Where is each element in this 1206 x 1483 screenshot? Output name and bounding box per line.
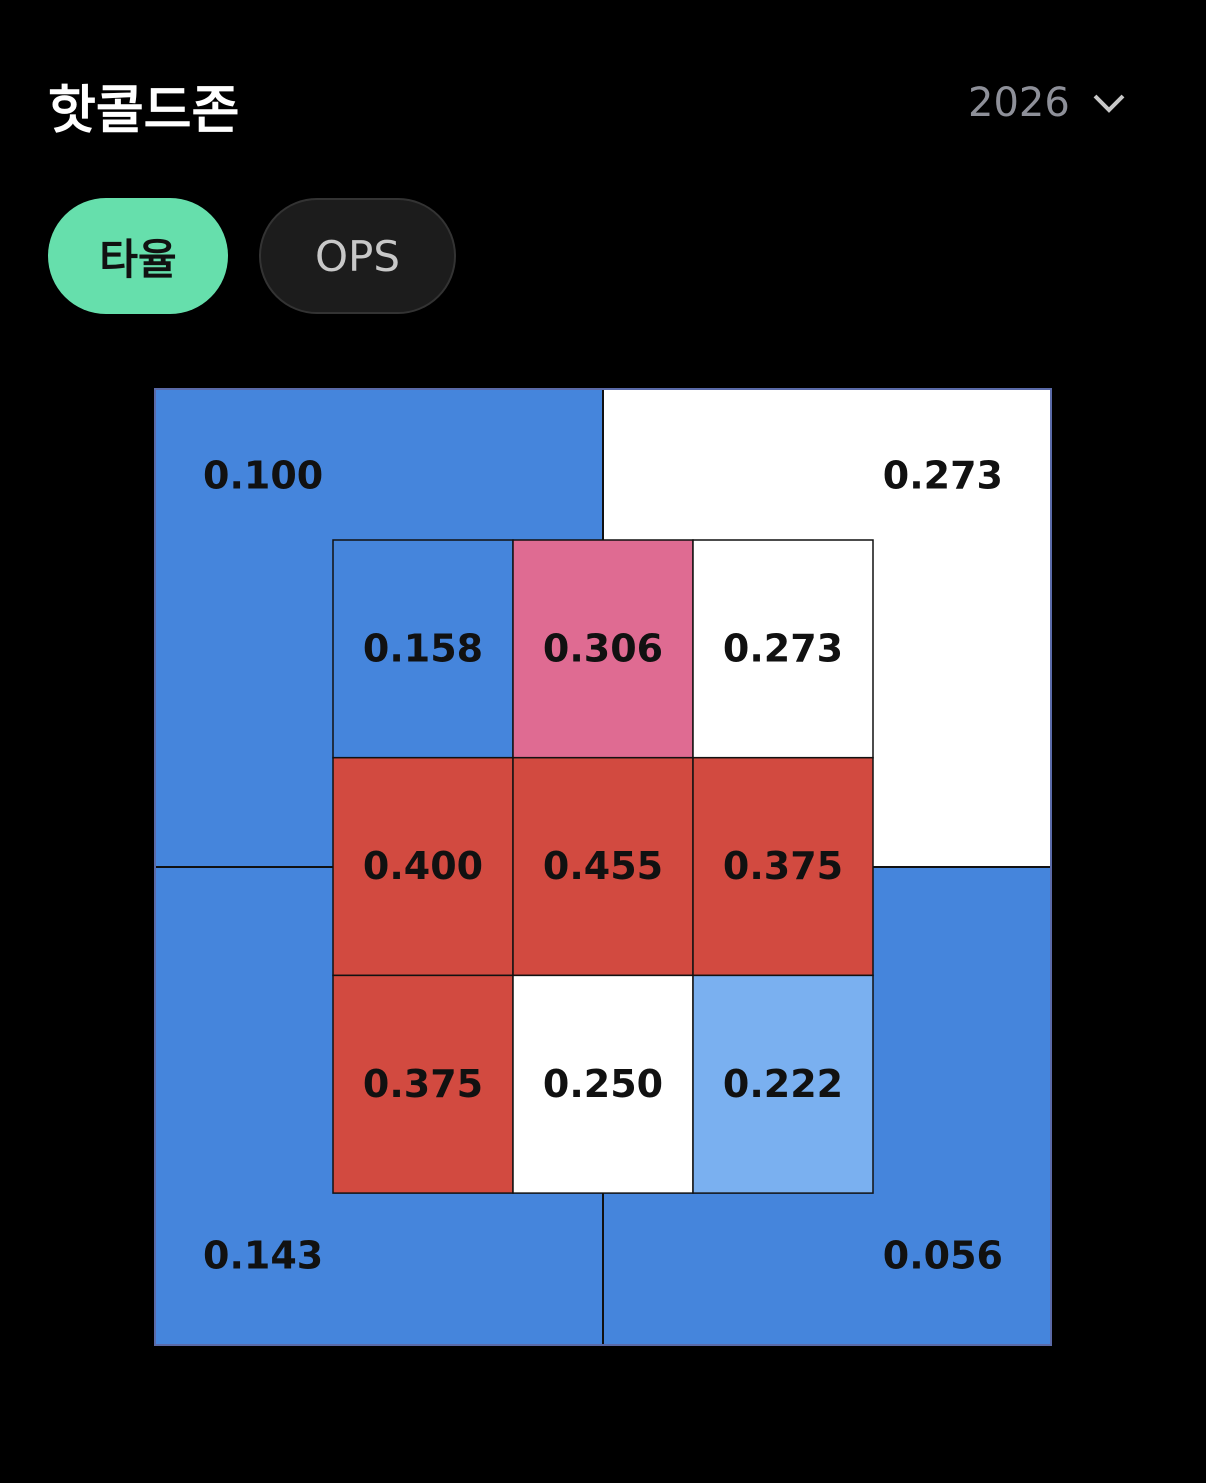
inner-zone [692,756,874,977]
outer-zone-value: 0.273 [883,454,1003,498]
tab[interactable]: 타율 [48,198,228,314]
inner-zone [332,756,514,977]
outer-zone [602,866,1052,1346]
chevron-icon [1093,94,1125,113]
tab[interactable]: OPS [259,198,456,314]
inner-zone [512,974,694,1194]
inner-zone [692,539,874,759]
page-title: 핫콜드존 [48,81,240,141]
outer-zone-value: 0.056 [883,1234,1003,1278]
inner-zone-value: 0.375 [723,844,843,888]
inner-zone [512,539,694,759]
outer-zone-value: 0.100 [203,454,323,498]
inner-zone-value: 0.273 [723,626,843,670]
year-dropdown[interactable]: 2026 [968,80,1126,126]
inner-zone [332,539,514,759]
inner-zone-value: 0.158 [363,626,483,670]
outer-zone [154,388,604,868]
zone-border [154,388,1052,1346]
inner-zone-value: 0.222 [723,1062,843,1106]
inner-zone [332,974,514,1194]
outer-zone-value: 0.143 [203,1234,323,1278]
inner-zone-value: 0.306 [543,626,663,670]
inner-zone [692,974,874,1194]
outer-zone [602,388,1052,868]
inner-zone-value: 0.250 [543,1062,663,1106]
inner-zone-value: 0.375 [363,1062,483,1106]
inner-zone-value: 0.455 [543,844,663,888]
outer-zone [154,866,604,1346]
inner-zone [512,756,694,977]
inner-zone-value: 0.400 [363,844,483,888]
year-label: 2026 [968,80,1070,126]
